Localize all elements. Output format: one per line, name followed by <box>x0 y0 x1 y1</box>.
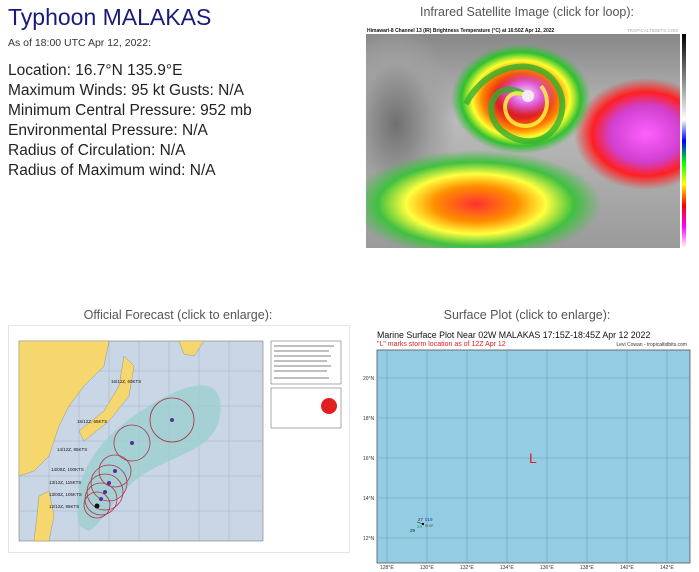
svg-text:24: 24 <box>417 524 423 529</box>
lon-tick-label: 142°E <box>660 565 674 571</box>
storm-min-pressure: Minimum Central Pressure: 952 mb <box>8 102 252 119</box>
lat-tick-label: 12°N <box>363 536 375 542</box>
lat-tick-label: 20°N <box>363 376 375 382</box>
lat-tick-label: 18°N <box>363 416 375 422</box>
storm-env-pressure: Environmental Pressure: N/A <box>8 122 208 139</box>
lon-tick-label: 140°E <box>620 565 634 571</box>
lon-tick-label: 130°E <box>420 565 434 571</box>
storm-radius-circulation: Radius of Circulation: N/A <box>8 142 186 159</box>
lon-tick-label: 136°E <box>540 565 554 571</box>
lon-tick-label: 128°E <box>380 565 394 571</box>
storm-location: Location: 16.7°N 135.9°E <box>8 62 183 79</box>
forecast-info-box <box>270 340 342 385</box>
lon-tick-label: 138°E <box>580 565 594 571</box>
surface-map: 128°E 130°E 132°E 134°E 136°E 138°E 140°E 142°E… <box>363 349 691 571</box>
philippines-landmass <box>33 490 55 542</box>
satellite-image-link[interactable]: Himawari-8 Channel 13 (IR) Brightness Te… <box>357 27 690 258</box>
storm-max-winds: Maximum Winds: 95 kt Gusts: N/A <box>8 82 244 99</box>
japan-landmass <box>78 355 135 442</box>
forecast-map: 16/12Z, 60KTS 15/12Z, 65KTS 14/12Z, 85KT… <box>18 340 342 542</box>
surface-plot-subtitle: "L" marks storm location as of 12Z Apr 1… <box>377 341 506 348</box>
lat-tick-label: 16°N <box>363 456 375 462</box>
lon-tick-label: 132°E <box>460 565 474 571</box>
surface-heading: Surface Plot (click to enlarge): <box>443 308 611 322</box>
satellite-brand: TROPICALTIDBITS.COM <box>626 28 678 33</box>
svg-text:27: 27 <box>418 517 424 522</box>
satellite-image-title: Himawari-8 Channel 13 (IR) Brightness Te… <box>367 28 555 34</box>
typhoon-symbol-icon <box>321 398 337 414</box>
forecast-label: 16/12Z, 60KTS <box>111 379 141 384</box>
forecast-cone <box>77 385 221 531</box>
svg-text:29: 29 <box>410 528 416 533</box>
forecast-label: 14/12Z, 85KTS <box>57 447 87 452</box>
storm-title: Typhoon MALAKAS <box>8 4 212 30</box>
ship-observation: 27 24 019 SHIP 29 <box>410 517 434 533</box>
asia-landmass <box>18 340 110 477</box>
forecast-label: 13/00Z, 105KTS <box>49 492 82 497</box>
as-of-timestamp: As of 18:00 UTC Apr 12, 2022: <box>8 37 152 49</box>
temperature-colorbar <box>682 34 686 248</box>
satellite-image <box>366 34 680 248</box>
surface-plot-credit: Levi Cowan - tropicaltidbits.com <box>616 342 687 348</box>
svg-text:SHIP: SHIP <box>425 524 434 528</box>
storm-radius-max-wind: Radius of Maximum wind: N/A <box>8 162 216 179</box>
surface-plot-title: Marine Surface Plot Near 02W MALAKAS 17:… <box>377 330 651 340</box>
forecast-label: 14/00Z, 100KTS <box>51 467 84 472</box>
surface-plot-link[interactable]: Marine Surface Plot Near 02W MALAKAS 17:… <box>357 325 699 572</box>
forecast-heading: Official Forecast (click to enlarge): <box>83 308 273 322</box>
storm-location-marker: L <box>529 450 537 466</box>
forecast-label: 12/12Z, 95KTS <box>49 504 79 509</box>
svg-text:019: 019 <box>425 517 433 522</box>
forecast-label: 13/12Z, 115KTS <box>49 480 81 485</box>
forecast-image-link[interactable]: 16/12Z, 60KTS 15/12Z, 65KTS 14/12Z, 85KT… <box>8 325 350 553</box>
lat-tick-label: 14°N <box>363 496 375 502</box>
wind-radii <box>83 397 195 519</box>
satellite-heading: Infrared Satellite Image (click for loop… <box>420 5 634 19</box>
forecast-label: 15/12Z, 65KTS <box>77 419 107 424</box>
lon-tick-label: 134°E <box>500 565 514 571</box>
